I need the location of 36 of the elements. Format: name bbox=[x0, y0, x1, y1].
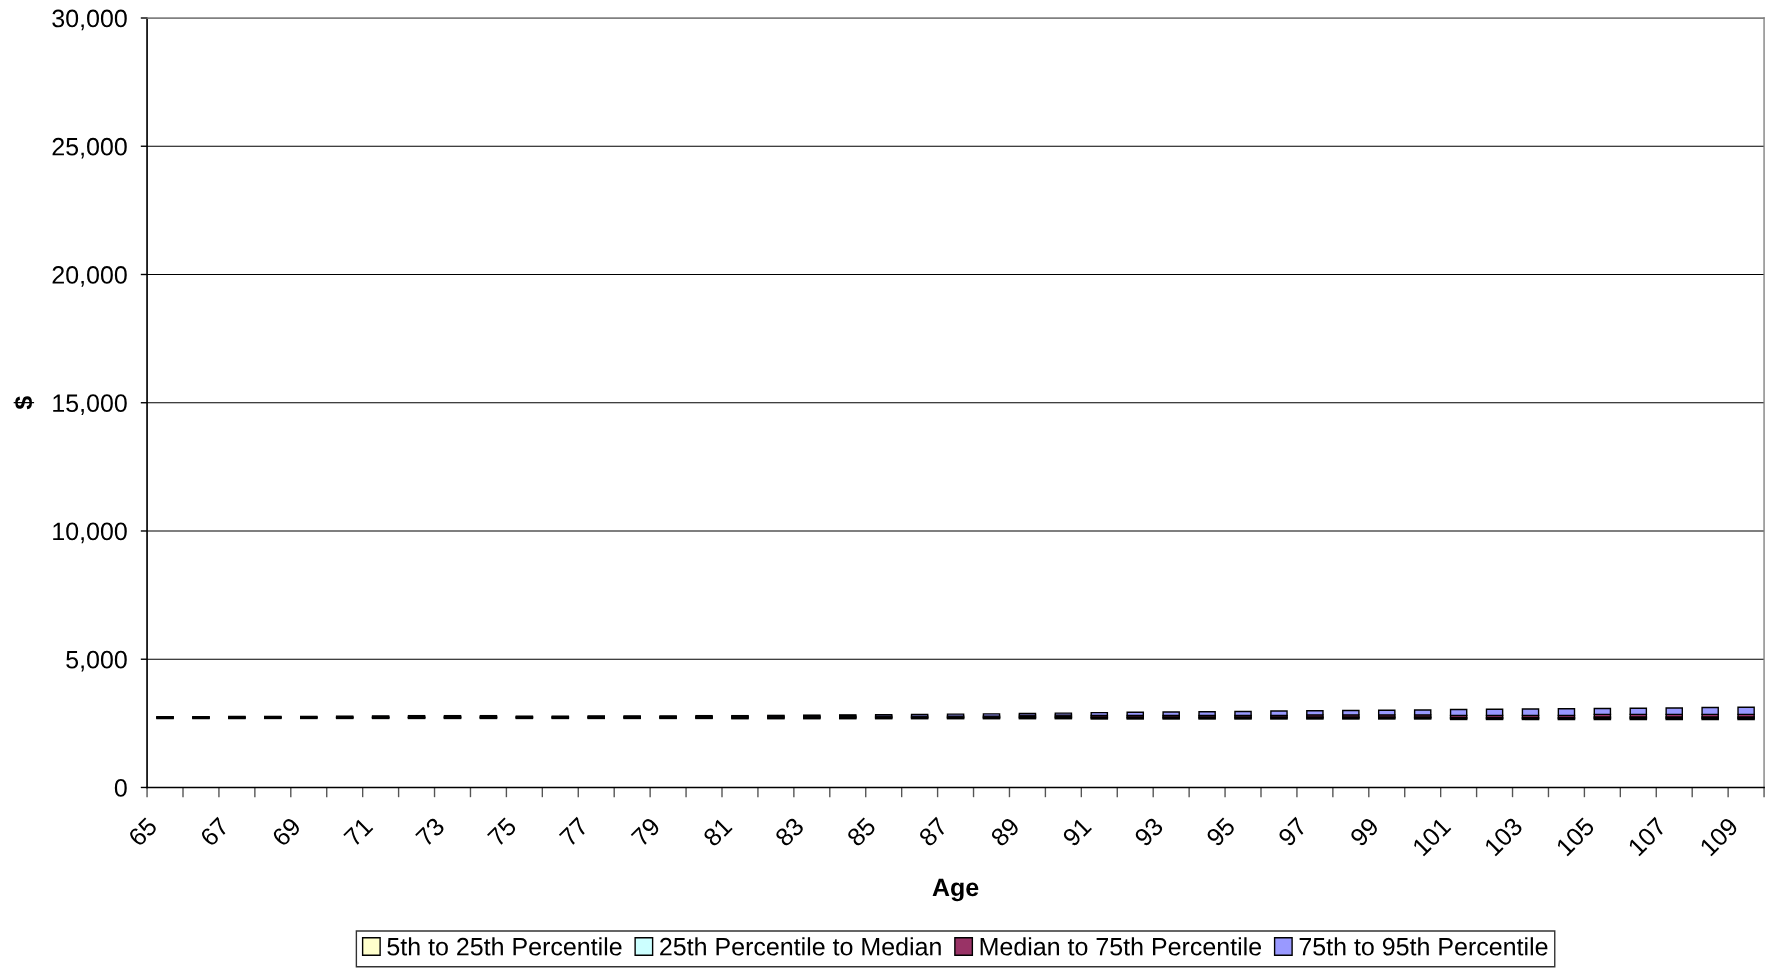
y-tick-label: 10,000 bbox=[53, 522, 127, 544]
x-tick-label: 83 bbox=[774, 816, 805, 848]
legend-label: Median to 75th Percentile bbox=[980, 937, 1262, 956]
x-tick-label: 79 bbox=[630, 816, 662, 848]
y-tick-label: 20,000 bbox=[52, 266, 127, 287]
x-tick-label: 87 bbox=[917, 816, 949, 848]
x-tick-label: 105 bbox=[1555, 816, 1596, 857]
x-tick-label: 93 bbox=[1133, 816, 1165, 848]
x-tick-label: 107 bbox=[1627, 816, 1668, 857]
x-tick-label: 103 bbox=[1483, 816, 1524, 857]
x-tick-label: 77 bbox=[558, 816, 589, 847]
x-tick-label: 65 bbox=[127, 816, 159, 848]
legend-label: 75th to 95th Percentile bbox=[1299, 937, 1548, 956]
x-tick-label: 97 bbox=[1277, 816, 1308, 848]
legend-label: 25th Percentile to Median bbox=[660, 937, 941, 956]
x-tick-label: 81 bbox=[702, 816, 733, 848]
y-tick-label: 5,000 bbox=[66, 650, 127, 672]
y-tick-label: 30,000 bbox=[52, 9, 127, 31]
x-tick-label: 73 bbox=[414, 816, 446, 848]
x-tick-label: 67 bbox=[199, 816, 230, 848]
y-tick-label: 0 bbox=[114, 779, 127, 797]
x-tick-label: 89 bbox=[989, 816, 1021, 848]
x-tick-label: 99 bbox=[1349, 816, 1380, 848]
x-tick-label: 101 bbox=[1411, 816, 1452, 857]
y-axis-title: $ bbox=[13, 396, 35, 410]
x-tick-label: 109 bbox=[1699, 816, 1740, 857]
x-tick-label: 69 bbox=[271, 816, 302, 848]
x-tick-label: 75 bbox=[487, 816, 518, 848]
x-tick-label: 91 bbox=[1061, 816, 1093, 848]
y-tick-label: 25,000 bbox=[52, 137, 127, 159]
x-tick-label: 85 bbox=[846, 816, 877, 848]
legend-label: 5th to 25th Percentile bbox=[387, 937, 622, 956]
y-tick-label: 15,000 bbox=[53, 394, 127, 415]
x-axis-title: Age bbox=[932, 878, 979, 902]
x-tick-label: 71 bbox=[343, 816, 374, 847]
x-tick-label: 95 bbox=[1205, 816, 1237, 848]
